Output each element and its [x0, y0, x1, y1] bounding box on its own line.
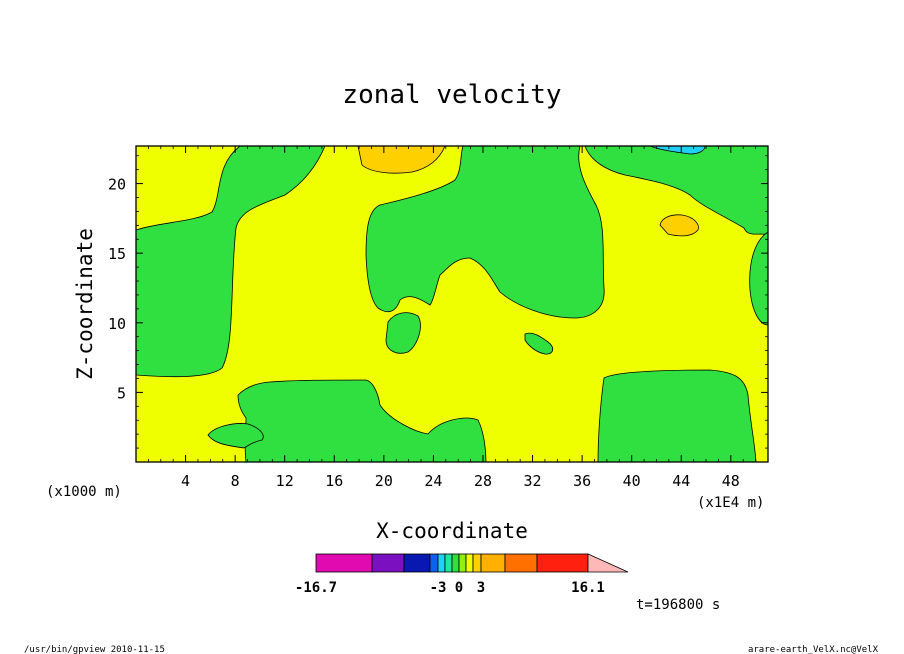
x-tick-label: 36 — [573, 472, 591, 490]
contour-region-green — [136, 146, 326, 378]
contour-region-green — [597, 369, 757, 462]
colorbar-segment — [458, 553, 467, 573]
colorbar-extension — [587, 553, 629, 573]
x-tick-label: 20 — [375, 472, 393, 490]
x-tick-label: 16 — [325, 472, 343, 490]
contour-region-green — [385, 312, 421, 354]
colorbar-segment — [371, 553, 405, 573]
x-unit-label: (x1E4 m) — [697, 495, 764, 511]
x-tick-label: 8 — [231, 472, 240, 490]
colorbar-segment — [403, 553, 431, 573]
contour-region-green — [584, 146, 768, 236]
contour-region-orange — [659, 214, 699, 237]
x-tick-label: 12 — [276, 472, 294, 490]
colorbar-tick-label: 16.1 — [571, 580, 605, 596]
colorbar-segment — [504, 553, 538, 573]
footer-right: arare-earth_VelX.nc@VelX — [748, 645, 879, 654]
x-tick-label: 44 — [672, 472, 690, 490]
contour-region-blue — [649, 146, 706, 155]
colorbar-segment — [437, 553, 446, 573]
y-axis-label: Z-coordinate — [73, 228, 97, 380]
plot-frame — [135, 145, 769, 463]
x-tick-label: 48 — [722, 472, 740, 490]
colorbar-segment — [465, 553, 474, 573]
colorbar-segment — [472, 553, 482, 573]
chart-title: zonal velocity — [342, 80, 561, 110]
contour-region-green — [524, 332, 554, 355]
x-tick-label: 32 — [524, 472, 542, 490]
x-tick-label: 4 — [181, 472, 190, 490]
y-tick-label: 15 — [108, 245, 126, 263]
x-axis-label: X-coordinate — [376, 519, 528, 543]
colorbar-tick-label: -3 — [430, 580, 447, 596]
y-tick-label: 5 — [117, 384, 126, 402]
y-tick-label: 10 — [108, 315, 126, 333]
colorbar-tick-label: 3 — [477, 580, 485, 596]
colorbar-segment — [480, 553, 506, 573]
footer-left: /usr/bin/gpview 2010-11-15 — [24, 645, 165, 654]
colorbar-segment — [536, 553, 589, 573]
x-tick-label: 28 — [474, 472, 492, 490]
y-axis: 5 10 15 20 — [108, 155, 768, 449]
x-axis: 4 8 12 16 20 24 28 32 36 40 44 48 — [147, 146, 757, 490]
x-tick-label: 40 — [623, 472, 641, 490]
colorbar-tick-label: -16.7 — [295, 580, 337, 596]
y-tick-label: 20 — [108, 176, 126, 194]
colorbar-segment — [315, 553, 373, 573]
x-tick-label: 24 — [424, 472, 442, 490]
contour-region-green — [207, 423, 264, 449]
contour-fill-area — [136, 146, 768, 462]
colorbar-segment — [444, 553, 453, 573]
colorbar-tick-label: 0 — [455, 580, 463, 596]
y-unit-label: (x1000 m) — [46, 484, 122, 500]
colorbar: -16.7 -3 0 3 16.1 — [295, 553, 629, 596]
colorbar-segment — [429, 553, 439, 573]
time-label: t=196800 s — [636, 597, 720, 613]
colorbar-segment — [451, 553, 460, 573]
contour-region-green — [365, 146, 605, 319]
contour-region-orange — [357, 146, 446, 174]
